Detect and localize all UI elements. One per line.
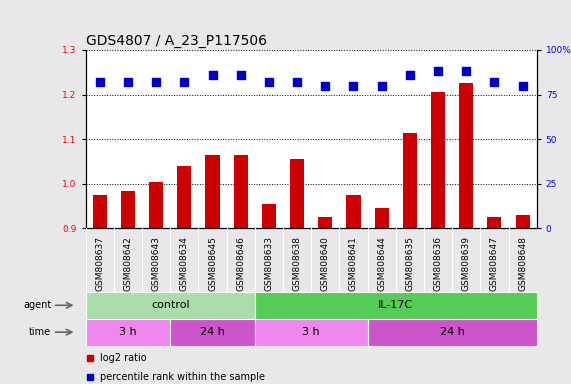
Text: GSM808641: GSM808641 [349,236,358,291]
Point [462,68,471,74]
Bar [86,319,170,346]
Text: log2 ratio: log2 ratio [100,353,147,363]
Point [292,79,301,85]
Bar [516,215,530,228]
Point [86,374,95,380]
Text: 3 h: 3 h [303,327,320,337]
Text: GSM808648: GSM808648 [518,236,527,291]
Text: IL-17C: IL-17C [378,300,413,310]
Text: GSM808647: GSM808647 [490,236,499,291]
Bar [93,195,107,228]
Text: time: time [29,327,51,337]
Bar [431,92,445,228]
Text: GSM808643: GSM808643 [152,236,160,291]
Bar [459,83,473,228]
Bar [121,190,135,228]
Bar [347,195,360,228]
Text: GSM808638: GSM808638 [292,236,301,291]
Bar [403,132,417,228]
Bar [255,292,537,319]
Point [236,72,246,78]
Text: agent: agent [23,300,51,310]
Bar [262,204,276,228]
Text: percentile rank within the sample: percentile rank within the sample [100,372,265,382]
Text: GSM808645: GSM808645 [208,236,217,291]
Point [490,79,499,85]
Text: GSM808646: GSM808646 [236,236,245,291]
Text: GSM808642: GSM808642 [123,236,132,291]
Text: GSM808636: GSM808636 [433,236,443,291]
Text: GSM808640: GSM808640 [321,236,330,291]
Bar [255,319,368,346]
Text: GSM808644: GSM808644 [377,236,386,291]
Text: 24 h: 24 h [200,327,225,337]
Text: GDS4807 / A_23_P117506: GDS4807 / A_23_P117506 [86,34,267,48]
Point [349,83,358,89]
Point [208,72,217,78]
Bar [375,209,389,228]
Point [151,79,160,85]
Text: GSM808634: GSM808634 [180,236,189,291]
Point [321,83,330,89]
Text: GSM808635: GSM808635 [405,236,415,291]
Point [95,79,104,85]
Point [123,79,132,85]
Bar [488,217,501,228]
Text: GSM808637: GSM808637 [95,236,104,291]
Bar [368,319,537,346]
Bar [318,217,332,228]
Bar [206,155,220,228]
Point [180,79,189,85]
Bar [177,166,191,228]
Point [433,68,443,74]
Point [518,83,527,89]
Text: 24 h: 24 h [440,327,465,337]
Point [86,355,95,361]
Text: GSM808633: GSM808633 [264,236,274,291]
Text: 3 h: 3 h [119,327,136,337]
Bar [170,319,255,346]
Text: GSM808639: GSM808639 [462,236,471,291]
Bar [86,292,255,319]
Text: control: control [151,300,190,310]
Bar [149,182,163,228]
Point [405,72,415,78]
Bar [234,155,248,228]
Point [264,79,274,85]
Point [377,83,386,89]
Bar [290,159,304,228]
